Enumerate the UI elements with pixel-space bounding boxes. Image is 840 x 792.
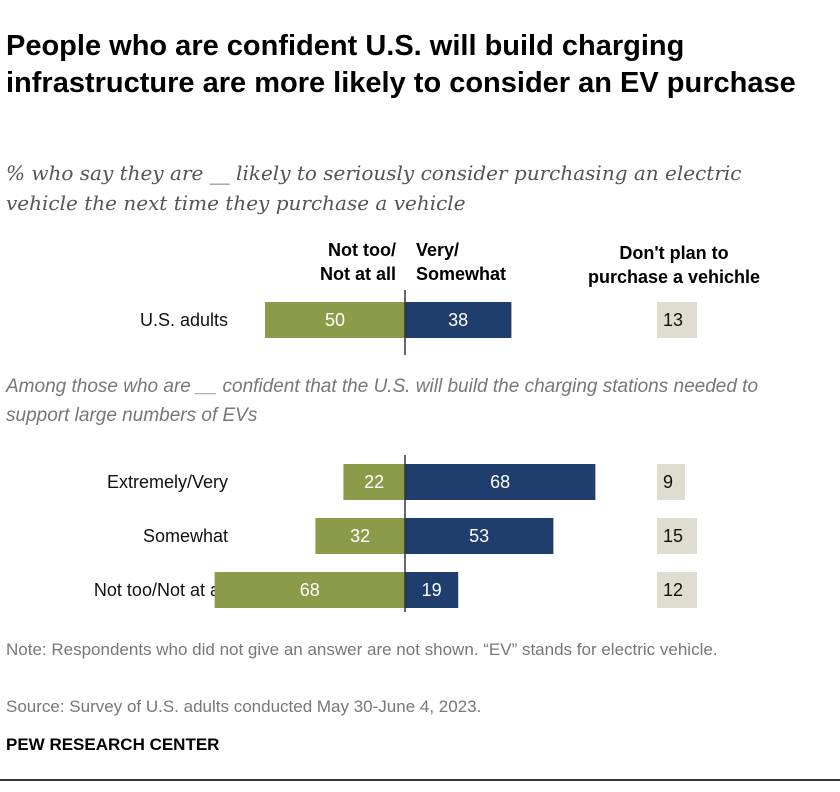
np-box-u-s-adults <box>657 302 697 338</box>
bar-label-not-too-not-too-not-at-all: 68 <box>300 580 320 600</box>
col-header-left-line2: Not at all <box>319 264 396 284</box>
bar-very-u-s-adults <box>405 302 512 338</box>
np-label-not-too-not-at-all: 12 <box>663 580 683 600</box>
np-box-not-too-not-at-all <box>657 572 697 608</box>
row-label-extremely-very: Extremely/Very <box>107 472 228 492</box>
np-box-extremely-very <box>657 464 685 500</box>
source: Source: Survey of U.S. adults conducted … <box>6 697 482 716</box>
bar-label-very-not-too-not-at-all: 19 <box>422 580 442 600</box>
bar-label-not-too-somewhat: 32 <box>350 526 370 546</box>
bar-label-not-too-extremely-very: 22 <box>364 472 384 492</box>
bar-not-too-somewhat <box>315 518 405 554</box>
section-label: Among those who are __ confident that th… <box>6 376 759 426</box>
np-label-u-s-adults: 13 <box>663 310 683 330</box>
bar-label-very-u-s-adults: 38 <box>448 310 468 330</box>
bar-label-very-somewhat: 53 <box>469 526 489 546</box>
bar-very-somewhat <box>405 518 554 554</box>
bar-very-not-too-not-at-all <box>405 572 459 608</box>
row-label-not-too-not-at-all: Not too/Not at all <box>94 580 228 600</box>
col-header-np-line2: purchase a vehichle <box>587 267 761 287</box>
brand-label: PEW RESEARCH CENTER <box>6 735 220 754</box>
bar-label-not-too-u-s-adults: 50 <box>325 310 345 330</box>
bar-not-too-extremely-very <box>343 464 405 500</box>
np-label-somewhat: 15 <box>663 526 683 546</box>
bar-not-too-u-s-adults <box>265 302 405 338</box>
row-label-u-s-adults: U.S. adults <box>140 310 228 330</box>
bar-not-too-not-too-not-at-all <box>214 572 405 608</box>
chart-subtitle: % who say they are __ likely to seriousl… <box>6 161 742 215</box>
col-header-right-line2: Somewhat <box>416 264 507 284</box>
col-header-left: Not too/ Not at all <box>300 238 396 286</box>
col-header-np: Don't plan to purchase a vehichle <box>568 241 780 289</box>
bar-label-very-extremely-very: 68 <box>490 472 510 492</box>
bar-very-extremely-very <box>405 464 596 500</box>
chart-title: People who are confident U.S. will build… <box>6 30 796 99</box>
note: Note: Respondents who did not give an an… <box>6 640 718 659</box>
row-label-somewhat: Somewhat <box>143 526 228 546</box>
col-header-np-line1: Don't plan to <box>619 243 729 263</box>
col-header-right: Very/ Somewhat <box>416 238 506 286</box>
col-header-right-line1: Very/ <box>416 240 460 260</box>
col-header-left-line1: Not too/ <box>328 240 396 260</box>
np-box-somewhat <box>657 518 697 554</box>
bottom-divider <box>0 779 840 781</box>
np-label-extremely-very: 9 <box>663 472 673 492</box>
